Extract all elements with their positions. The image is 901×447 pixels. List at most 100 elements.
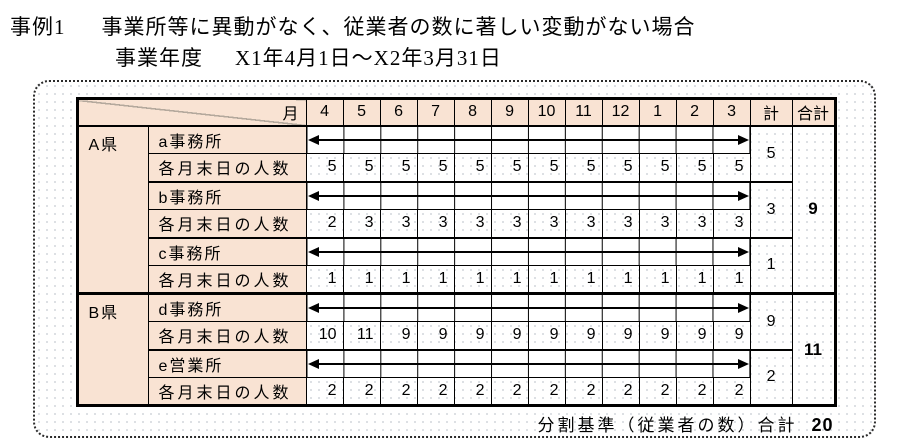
month-value-cell: 9 xyxy=(712,321,751,350)
month-header-cell: 9 xyxy=(490,98,529,127)
month-value-cell: 2 xyxy=(342,377,381,406)
fiscal-year-line: 事業年度 X1年4月1日～X2年3月31日 xyxy=(10,43,901,74)
month-header-cell: 3 xyxy=(712,98,751,127)
monthly-count-row: 各月末日の人数 1 1 1 1 1 1 1 1 1 1 1 1 xyxy=(77,265,835,294)
arrow-shaft xyxy=(318,250,738,253)
month-value-cell: 3 xyxy=(490,209,529,238)
corner-month-label: 月 xyxy=(282,106,299,124)
arrow-shaft xyxy=(318,362,738,365)
office-row: A県 a事務所 5 9 xyxy=(76,125,836,294)
arrowhead-right-icon xyxy=(737,358,749,369)
month-value-cell: 2 xyxy=(601,377,640,406)
month-value-cell: 5 xyxy=(453,153,492,182)
month-header-cell: 8 xyxy=(453,98,492,127)
month-value-cell: 9 xyxy=(416,321,455,350)
arrow-shaft xyxy=(318,138,738,141)
split-basis-total-value: 20 xyxy=(811,415,834,435)
month-value-cell: 3 xyxy=(675,209,714,238)
arrow-shaft xyxy=(318,307,738,309)
office-period-cell xyxy=(305,292,751,322)
fiscal-year-range: X1年4月1日～X2年3月31日 xyxy=(235,46,502,70)
office-period-cell xyxy=(305,348,751,378)
month-header-cell: 7 xyxy=(416,98,455,127)
month-value-cell: 2 xyxy=(305,209,344,238)
office-name-cell: a事務所 xyxy=(147,125,307,154)
prefecture-grand-total-cell: 9 xyxy=(791,125,836,294)
month-value-cell: 3 xyxy=(564,209,603,238)
month-value-cell: 1 xyxy=(601,265,640,294)
month-value-cell: 10 xyxy=(305,321,344,350)
count-row-label-cell: 各月末日の人数 xyxy=(147,153,307,182)
office-total-cell: 3 xyxy=(749,180,793,238)
month-value-cell: 2 xyxy=(638,377,677,406)
month-value-cell: 9 xyxy=(527,321,566,350)
prefecture-cell: B県 xyxy=(76,292,149,406)
split-basis-total-line: 分割基準（従業者の数）合計 20 xyxy=(76,411,834,436)
month-value-cell: 2 xyxy=(416,377,455,406)
month-value-cell: 2 xyxy=(305,377,344,406)
month-value-cell: 5 xyxy=(601,153,640,182)
month-header-cell: 6 xyxy=(379,98,418,127)
month-value-cell: 9 xyxy=(601,321,640,350)
prefecture-cell: A県 xyxy=(76,125,149,294)
month-value-cell: 2 xyxy=(379,377,418,406)
office-name-cell: c事務所 xyxy=(147,236,307,266)
month-value-cell: 1 xyxy=(342,265,381,294)
grand-total-header-cell: 合計 xyxy=(791,98,836,127)
period-arrow xyxy=(307,134,749,145)
month-value-cell: 1 xyxy=(379,265,418,294)
office-name-cell: e営業所 xyxy=(147,348,307,378)
month-value-cell: 3 xyxy=(453,209,492,238)
fiscal-year-label: 事業年度 xyxy=(115,46,203,70)
month-value-cell: 9 xyxy=(379,321,418,350)
office-row: B県 d事務所 9 11 xyxy=(76,292,836,406)
monthly-count-row: 各月末日の人数 2 3 3 3 3 3 3 3 3 3 3 3 xyxy=(77,209,835,238)
arrowhead-left-icon xyxy=(307,190,319,201)
dotted-panel: 月 4 5 6 7 8 9 10 11 12 1 2 3 計合計 A県 a事務所 5 9 各月末日の人数 5 5 5 5 5… xyxy=(33,80,876,438)
month-value-cell: 1 xyxy=(712,265,751,294)
arrowhead-right-icon xyxy=(737,190,749,201)
month-value-cell: 3 xyxy=(638,209,677,238)
arrowhead-left-icon xyxy=(307,246,319,257)
month-value-cell: 5 xyxy=(638,153,677,182)
prefecture-grand-total-cell: 11 xyxy=(791,292,836,406)
month-value-cell: 1 xyxy=(416,265,455,294)
office-period-cell xyxy=(305,180,751,210)
month-value-cell: 9 xyxy=(638,321,677,350)
arrowhead-right-icon xyxy=(737,303,749,313)
arrowhead-left-icon xyxy=(307,134,319,145)
month-value-cell: 5 xyxy=(712,153,751,182)
arrow-shaft xyxy=(318,194,738,197)
month-value-cell: 1 xyxy=(638,265,677,294)
month-value-cell: 3 xyxy=(379,209,418,238)
month-value-cell: 3 xyxy=(416,209,455,238)
month-header-cell: 11 xyxy=(564,98,603,127)
month-value-cell: 9 xyxy=(564,321,603,350)
month-value-cell: 3 xyxy=(342,209,381,238)
month-value-cell: 9 xyxy=(675,321,714,350)
month-header-cell: 2 xyxy=(675,98,714,127)
monthly-count-row: 各月末日の人数 5 5 5 5 5 5 5 5 5 5 5 5 xyxy=(77,153,835,182)
table-wrap: 月 4 5 6 7 8 9 10 11 12 1 2 3 計合計 A県 a事務所 5 9 各月末日の人数 5 5 5 5 5… xyxy=(75,97,837,436)
table-header-row: 月 4 5 6 7 8 9 10 11 12 1 2 3 計合計 xyxy=(76,98,836,127)
month-header-cell: 1 xyxy=(638,98,677,127)
month-value-cell: 1 xyxy=(675,265,714,294)
month-value-cell: 5 xyxy=(305,153,344,182)
month-value-cell: 2 xyxy=(675,377,714,406)
monthly-count-row: 各月末日の人数 2 2 2 2 2 2 2 2 2 2 2 2 xyxy=(77,377,835,406)
employee-count-table: 月 4 5 6 7 8 9 10 11 12 1 2 3 計合計 A県 a事務所 5 9 各月末日の人数 5 5 5 5 5… xyxy=(75,97,837,407)
case-description: 事業所等に異動がなく、従業者の数に著しい変動がない場合 xyxy=(101,15,696,39)
month-value-cell: 3 xyxy=(527,209,566,238)
month-value-cell: 5 xyxy=(416,153,455,182)
month-value-cell: 1 xyxy=(564,265,603,294)
arrowhead-right-icon xyxy=(737,246,749,257)
office-row: e営業所 2 xyxy=(77,348,835,406)
month-value-cell: 1 xyxy=(453,265,492,294)
office-row: c事務所 1 xyxy=(77,236,835,294)
total-header-cell: 計 xyxy=(749,98,793,127)
office-period-cell xyxy=(305,125,751,154)
count-row-label-cell: 各月末日の人数 xyxy=(147,377,307,406)
period-arrow xyxy=(307,190,749,201)
month-value-cell: 5 xyxy=(675,153,714,182)
office-total-cell: 5 xyxy=(749,125,793,182)
